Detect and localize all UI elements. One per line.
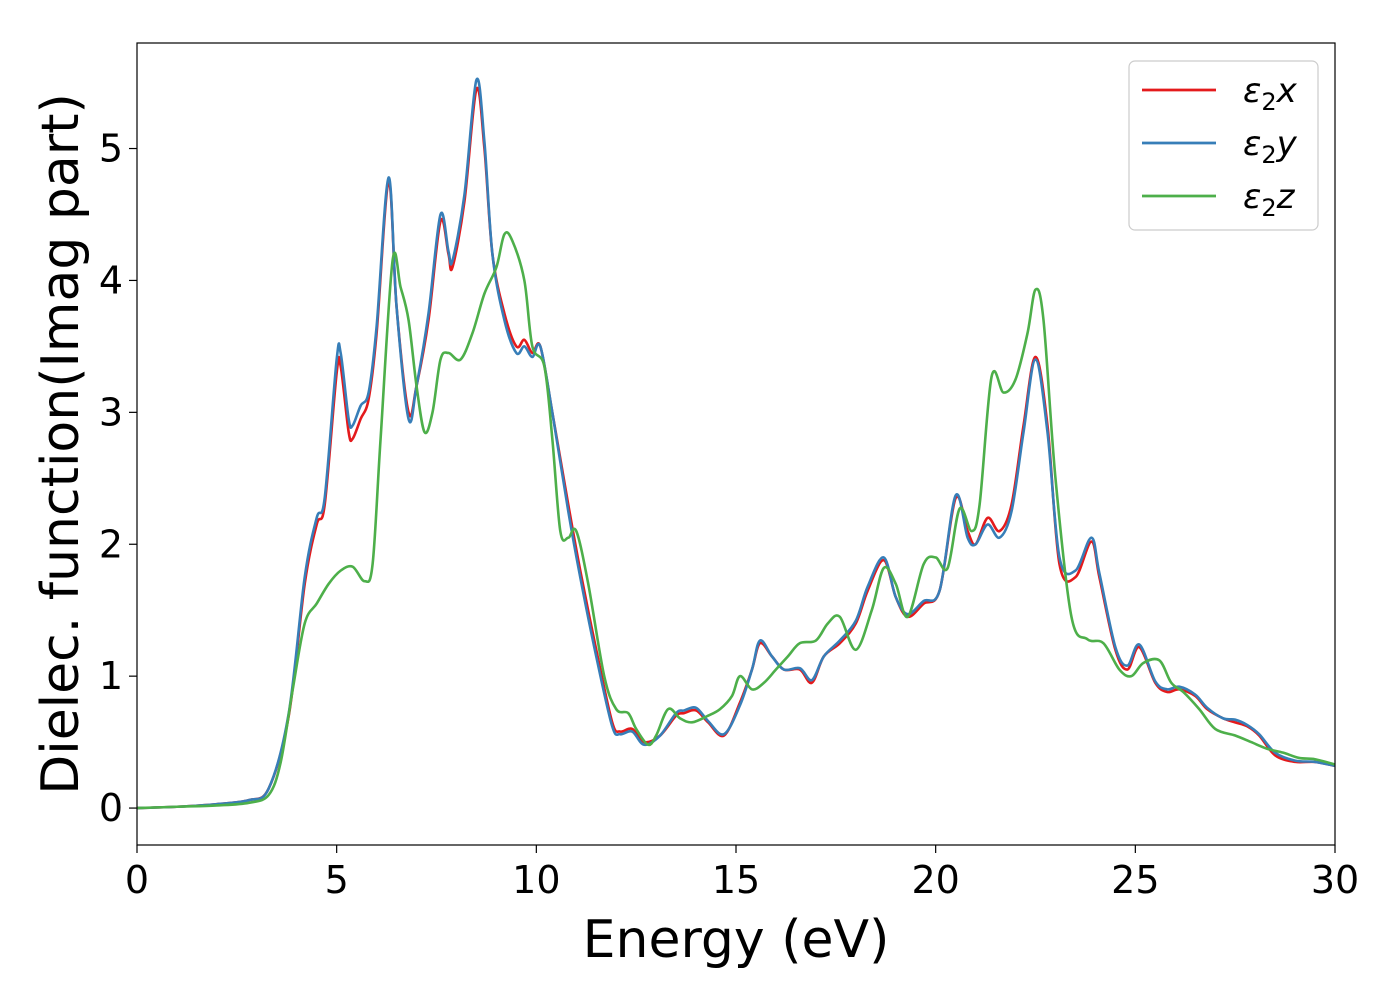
series-layer: [137, 77, 1335, 810]
legend: ε2x ε2y ε2z: [1128, 60, 1319, 231]
y-tick-label: 4: [99, 258, 123, 302]
y-tick-label: 3: [99, 390, 123, 434]
y-tick-label: 1: [99, 654, 123, 698]
legend-label-x: ε2x: [1243, 71, 1298, 116]
y-axis-ticks: 0 1 2 3 4 5: [99, 127, 137, 830]
y-tick-label: 5: [99, 127, 123, 171]
x-axis-ticks: 0 5 10 15 20 25 30: [125, 845, 1359, 902]
x-tick-label: 30: [1311, 858, 1359, 902]
x-tick-label: 20: [911, 858, 959, 902]
y-tick-label: 2: [99, 522, 123, 566]
series-line-z: [137, 231, 1335, 810]
x-tick-label: 15: [712, 858, 760, 902]
legend-box: [1128, 60, 1319, 231]
x-tick-label: 0: [125, 858, 149, 902]
legend-label-z: ε2z: [1243, 177, 1296, 222]
legend-label-y: ε2y: [1243, 124, 1298, 169]
y-tick-label: 0: [99, 786, 123, 830]
series-line-y: [137, 77, 1335, 810]
x-axis-title: Energy (eV): [583, 910, 890, 970]
y-axis-title: Dielec. function(Imag part): [31, 93, 91, 795]
x-tick-label: 10: [512, 858, 560, 902]
x-tick-label: 25: [1111, 858, 1159, 902]
x-tick-label: 5: [325, 858, 349, 902]
